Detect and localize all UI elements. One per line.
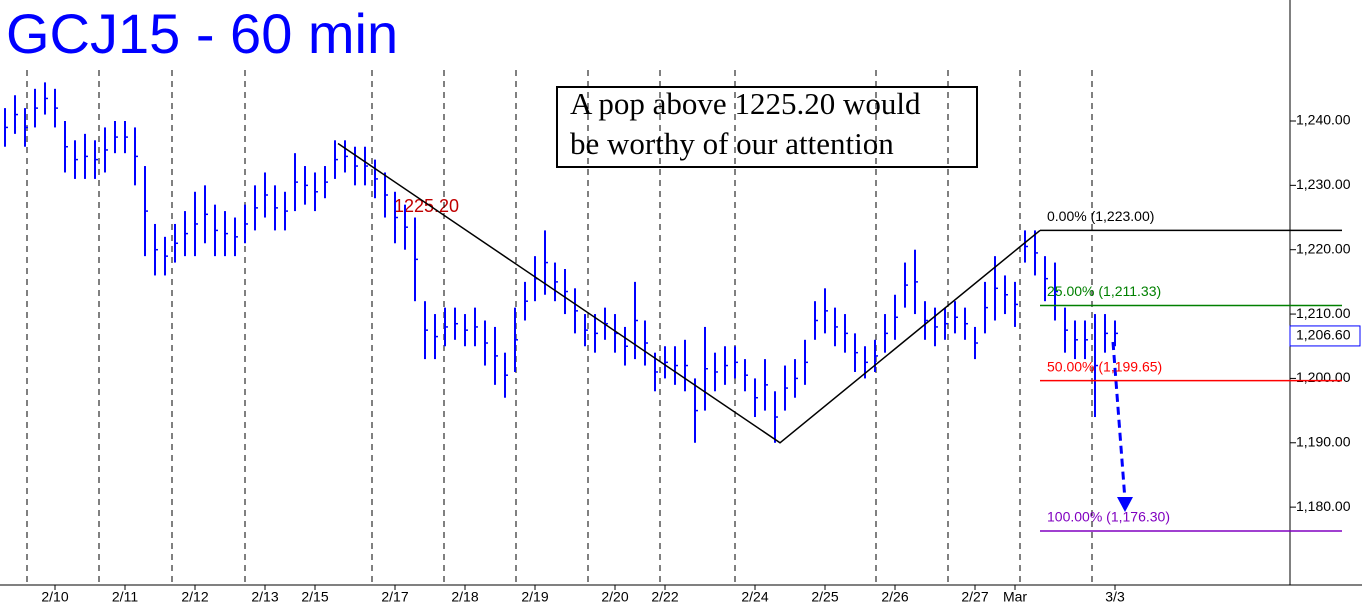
x-tick-label: 2/10 — [41, 589, 68, 605]
projection-arrow — [1111, 341, 1127, 501]
y-tick-label: 1,200.00 — [1296, 369, 1351, 385]
x-tick-label: 2/15 — [301, 589, 328, 605]
x-tick-label: 2/25 — [811, 589, 838, 605]
x-tick-label: 2/18 — [451, 589, 478, 605]
x-tick-label: 2/19 — [521, 589, 548, 605]
x-tick-label: 2/22 — [651, 589, 678, 605]
y-tick-label: 1,210.00 — [1296, 305, 1351, 321]
chart-title: GCJ15 - 60 min — [6, 2, 398, 65]
arrow-head — [1117, 497, 1133, 512]
x-tick-label: 3/3 — [1105, 589, 1125, 605]
note-line: A pop above 1225.20 would — [570, 86, 921, 121]
x-tick-label: 2/27 — [961, 589, 988, 605]
fib-label: 50.00% (1,199.65) — [1047, 358, 1162, 374]
x-tick-label: 2/12 — [181, 589, 208, 605]
y-tick-label: 1,190.00 — [1296, 433, 1351, 449]
x-tick-label: 2/17 — [381, 589, 408, 605]
y-tick-label: 1,180.00 — [1296, 498, 1351, 514]
y-tick-label: 1,240.00 — [1296, 112, 1351, 128]
fib-label: 100.00% (1,176.30) — [1047, 509, 1170, 525]
x-tick-label: 2/13 — [251, 589, 278, 605]
y-tick-label: 1,220.00 — [1296, 240, 1351, 256]
x-tick-label: 2/20 — [601, 589, 628, 605]
fib-label: 0.00% (1,223.00) — [1047, 208, 1154, 224]
last-price-label: 1,206.60 — [1296, 327, 1351, 343]
x-tick-label: Mar — [1003, 589, 1027, 605]
y-tick-label: 1,230.00 — [1296, 176, 1351, 192]
price-note: 1225.20 — [394, 196, 459, 216]
trendline — [337, 142, 1041, 444]
note-line: be worthy of our attention — [570, 126, 894, 161]
x-tick-label: 2/24 — [741, 589, 768, 605]
last-price-box — [1289, 325, 1361, 347]
fib-label: 25.00% (1,211.33) — [1047, 283, 1161, 299]
note-box — [556, 86, 978, 168]
x-tick-label: 2/11 — [112, 589, 138, 605]
x-tick-label: 2/26 — [881, 589, 908, 605]
